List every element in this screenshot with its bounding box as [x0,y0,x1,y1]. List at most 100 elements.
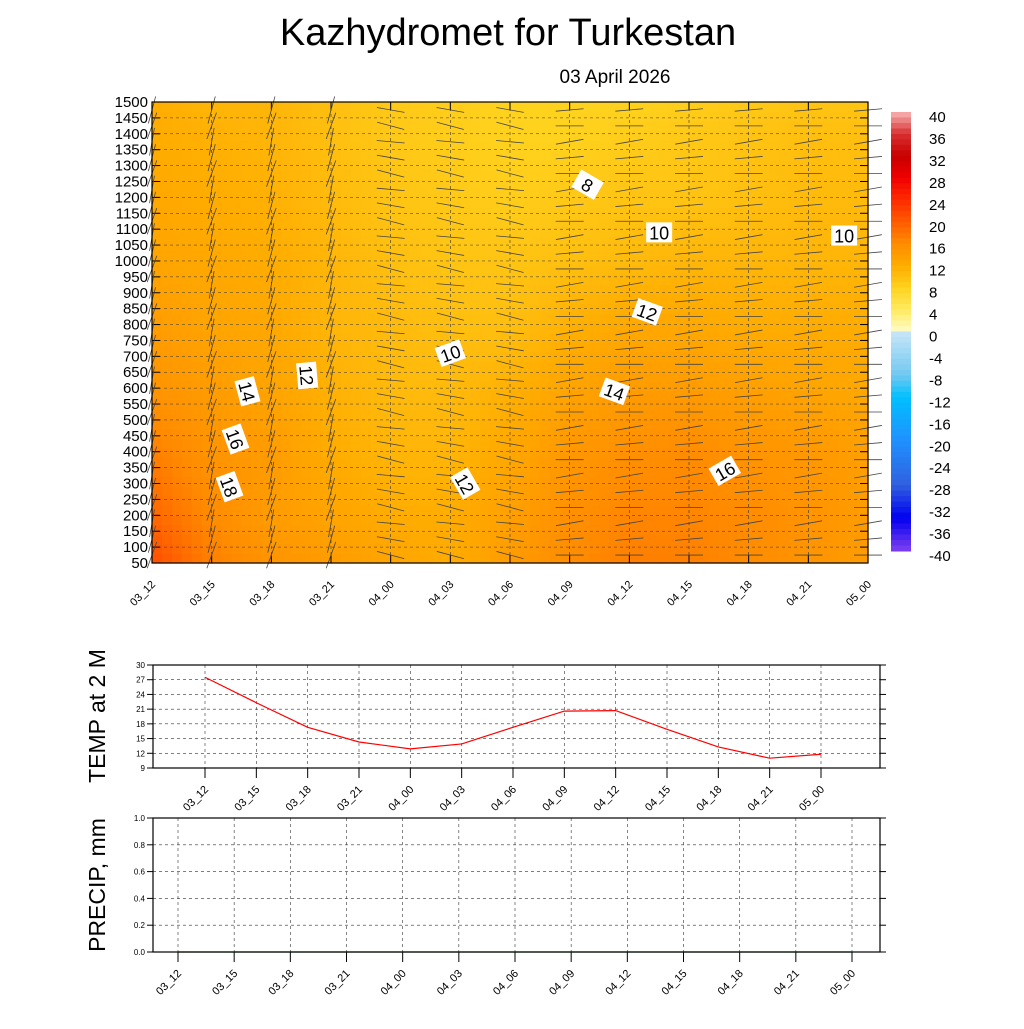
temperature-cell [808,409,819,420]
temperature-cell [370,361,382,372]
temperature-cell [460,428,471,439]
temperature-cell [768,111,780,122]
temperature-cell [549,351,561,362]
temperature-cell [609,207,620,218]
temperature-cell [181,486,193,497]
temperature-cell [450,486,461,497]
wind-barb [675,472,703,479]
temperature-cell [708,514,720,526]
temperature-cell [679,342,690,353]
temperature-cell [380,486,392,497]
temperature-cell [360,380,372,391]
temperature-cell [738,332,750,343]
wind-barb [794,299,823,303]
temperature-cell [539,466,551,478]
temperature-cell [639,370,650,382]
wind-barb [266,303,277,330]
wind-barb [436,330,465,335]
temperature-cell [241,303,253,314]
temperature-cell [848,466,859,478]
temperature-cell [440,246,451,257]
wind-barb [555,108,584,112]
temperature-cell [549,476,561,487]
temperature-cell [609,495,620,506]
wind-barb [794,472,823,479]
temperature-cell [858,361,869,372]
temperature-cell [470,246,481,257]
temperature-cell [291,313,302,324]
temperature-cell [191,255,203,266]
temperature-cell [838,130,849,142]
temperature-cell [201,322,213,334]
temperature-cell [420,447,432,458]
temperature-cell [360,294,372,305]
temperature-cell [350,466,362,478]
temperature-cell [788,294,799,305]
temperature-cell [599,466,611,478]
temperature-cell [271,217,282,228]
temperature-cell [569,505,581,516]
temperature-cell [470,447,481,458]
temperature-cell [728,486,740,497]
temperature-cell [410,486,422,497]
temperature-cell [201,486,213,497]
colorbar-swatch [891,194,911,201]
temperature-cell [768,495,780,506]
colorbar-swatch [891,216,911,223]
temperature-cell [171,246,183,257]
temperature-cell [201,524,213,535]
temperature-cell [420,226,432,238]
temperature-cell [738,188,750,199]
temperature-cell [728,140,740,151]
temperature-cell [569,217,581,228]
temperature-cell [261,207,272,218]
temperature-cell [788,486,799,497]
temperature-cell [350,313,362,324]
temperature-cell [519,390,531,401]
wind-barb [555,234,584,240]
temperature-cell [480,102,491,113]
temperature-cell [281,447,292,458]
y-tick-label: 350 [123,460,148,477]
temperature-cell [838,524,849,535]
temperature-cell [559,399,571,410]
temperature-cell [689,274,700,286]
temperature-cell [350,265,362,276]
temperature-cell [390,514,402,526]
temperature-cell [500,466,511,478]
temperature-cell [768,466,780,478]
temperature-cell [390,111,402,122]
temperature-cell [440,409,451,420]
temperature-cell [619,476,630,487]
wind-barb [675,203,703,207]
temperature-cell [331,188,342,199]
temperature-cell [619,169,630,180]
temperature-cell [460,438,471,449]
wind-barb [436,187,465,192]
temperature-cell [301,524,312,535]
temperature-cell [679,524,690,535]
temperature-cell [271,102,282,113]
temperature-cell [201,313,213,324]
temperature-cell [440,265,451,276]
temperature-cell [828,294,839,305]
temperature-cell [490,236,501,247]
temperature-cell [788,255,799,266]
temperature-cell [649,188,660,199]
temperature-cell [221,150,233,161]
colorbar-swatch [891,540,911,547]
temperature-cell [728,438,740,449]
temperature-cell [331,380,342,391]
wind-barb [734,329,763,336]
temperature-cell [420,130,432,142]
temperature-cell [350,495,362,506]
temperature-cell [649,159,660,170]
temperature-cell [758,514,770,526]
temperature-cell [609,265,620,276]
temperature-cell [698,495,710,506]
temperature-cell [380,361,392,372]
temperature-cell [689,553,700,564]
wind-barb [208,366,215,395]
wind-barb [436,378,465,382]
temperature-cell [669,102,680,113]
